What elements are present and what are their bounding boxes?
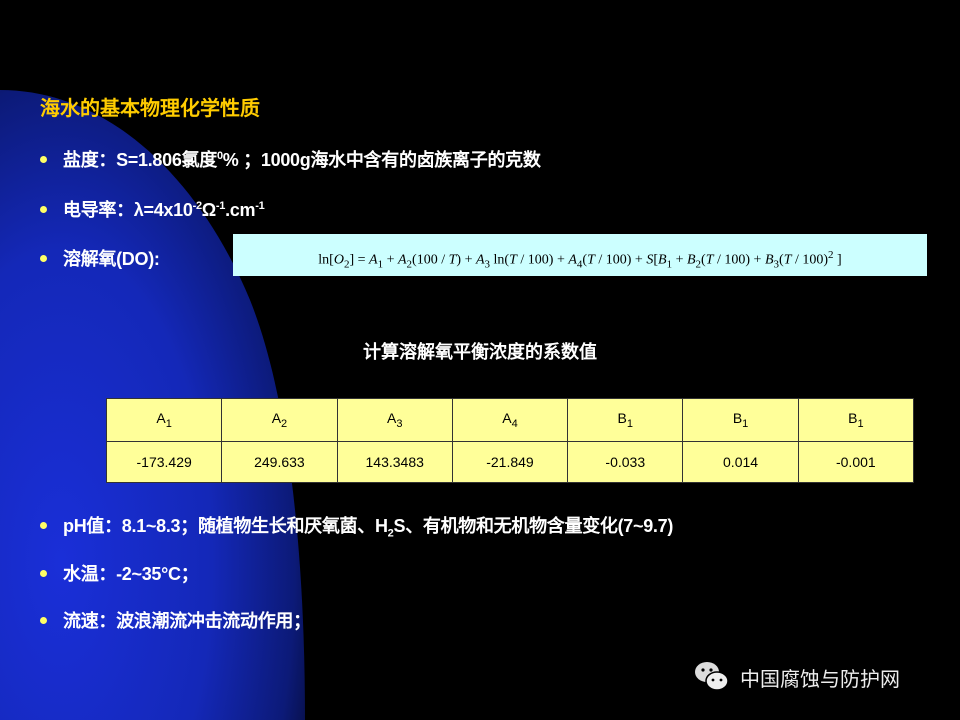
cm: .cm	[225, 200, 256, 220]
bullet-dot	[40, 616, 47, 624]
watermark-text: 中国腐蚀与防护网	[740, 668, 900, 691]
table-header-cell: B1	[682, 398, 799, 442]
salinity-text: 盐度：S=1.806氯度	[63, 150, 217, 170]
bullet-dot	[40, 155, 47, 163]
table-cell: -173.429	[105, 441, 223, 483]
bullet-temperature: 水温：-2~35°C；	[40, 560, 936, 586]
do-formula: ln[O2] = A1 + A2(100 / T) + A3 ln(T / 10…	[233, 234, 927, 276]
bullet-dot	[40, 569, 47, 577]
table-row: -173.429 249.633 143.3483 -21.849 -0.033 0.01…	[105, 441, 915, 483]
table-header-row: A1 A2 A3 A4 B1 B1 B1	[105, 398, 915, 442]
table-header-cell: A3	[336, 398, 453, 442]
wechat-icon	[695, 662, 729, 691]
ph-rest: S、有机物和无机物含量变化(7~9.7)	[393, 516, 674, 536]
table-header-cell: B1	[567, 398, 684, 442]
watermark: 中国腐蚀与防护网	[694, 660, 900, 694]
bullet-dot	[40, 254, 47, 262]
conductivity-text: 电导率：λ=4x10	[63, 200, 193, 220]
bullet-ph: pH值：8.1~8.3；随植物生长和厌氧菌、H2S、有机物和无机物含量变化(7~…	[40, 512, 936, 540]
table-header-cell: A2	[221, 398, 338, 442]
table-header-cell: A1	[105, 398, 223, 442]
slide-title: 海水的基本物理化学性质	[40, 98, 260, 120]
table-cell: 249.633	[221, 441, 338, 483]
sup: -1	[255, 200, 265, 212]
sup: 0	[216, 150, 223, 162]
do-text: 溶解氧(DO):	[63, 249, 160, 269]
omega: Ω	[201, 200, 216, 220]
salinity-rest: % ；1000g海水中含有的卤族离子的克数	[222, 150, 541, 170]
coefficient-table: A1 A2 A3 A4 B1 B1 B1 -173.429 249.633 143.3483 -2…	[105, 398, 915, 483]
temp-text: 水温：-2~35°C；	[63, 564, 199, 584]
sup: -2	[192, 200, 202, 212]
bullet-salinity: 盐度：S=1.806氯度0% ；1000g海水中含有的卤族离子的克数	[40, 146, 936, 172]
bullet-dot	[40, 205, 47, 213]
bullet-do: 溶解氧(DO):	[40, 245, 160, 271]
table-cell: 143.3483	[336, 441, 453, 483]
table-cell: -0.001	[797, 441, 915, 483]
table-cell: -0.033	[567, 441, 684, 483]
table-header-cell: B1	[797, 398, 915, 442]
flow-text: 流速：波浪潮流冲击流动作用；	[63, 611, 311, 631]
table-cell: 0.014	[682, 441, 799, 483]
sup: -1	[215, 200, 226, 212]
bullet-dot	[40, 521, 47, 529]
table-header-cell: A4	[451, 398, 569, 442]
sub: 2	[387, 527, 394, 540]
bullet-flow: 流速：波浪潮流冲击流动作用；	[40, 607, 936, 633]
bullet-conductivity: 电导率：λ=4x10-2Ω-1.cm-1	[40, 196, 936, 222]
table-cell: -21.849	[451, 441, 569, 483]
table-caption: 计算溶解氧平衡浓度的系数值	[363, 342, 597, 362]
ph-text: pH值：8.1~8.3；随植物生长和厌氧菌、H	[63, 516, 388, 536]
